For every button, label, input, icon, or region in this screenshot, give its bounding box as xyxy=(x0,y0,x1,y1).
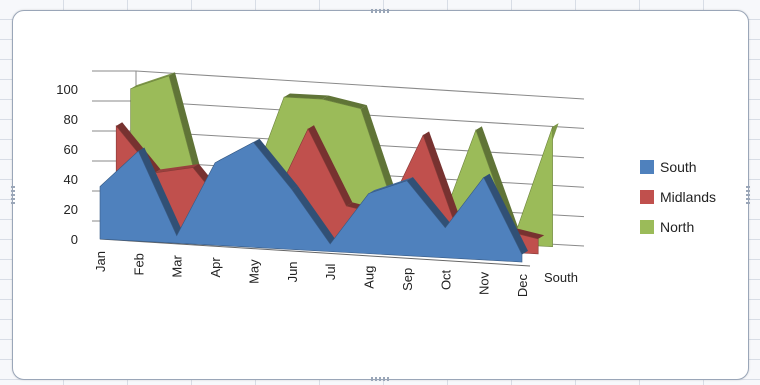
x-tick-label: Oct xyxy=(438,269,453,290)
x-tick-label: Jan xyxy=(93,251,108,272)
x-tick-label: Mar xyxy=(170,255,185,278)
resize-handle-top[interactable] xyxy=(371,9,389,13)
x-tick-label: Jul xyxy=(323,263,338,280)
y-tick-label: 40 xyxy=(64,172,78,187)
x-tick-label: Aug xyxy=(362,266,377,289)
area-edge-south xyxy=(483,173,528,255)
legend-label-south[interactable]: South xyxy=(660,159,697,175)
y-tick-label: 0 xyxy=(71,232,78,247)
x-axis-line xyxy=(99,238,531,267)
x-tick-label: Sep xyxy=(400,268,415,291)
resize-handle-right[interactable] xyxy=(746,186,750,204)
x-axis-ticks: Jan Feb Mar Apr May Jun Jul Aug Sep Oct Nov Dec xyxy=(93,251,530,297)
area-edge-north xyxy=(322,95,367,109)
legend-swatch-south[interactable] xyxy=(640,160,654,174)
x-tick-label: May xyxy=(246,259,261,284)
series-south xyxy=(99,138,528,263)
resize-handle-left[interactable] xyxy=(11,186,15,204)
area-edge-north xyxy=(130,72,175,89)
legend-swatch-north[interactable] xyxy=(640,220,654,234)
resize-handle-bottom[interactable] xyxy=(371,377,389,381)
area-edge-south xyxy=(138,147,183,236)
y-tick-label: 60 xyxy=(64,142,78,157)
area-edge-north xyxy=(475,126,521,238)
legend-label-north[interactable]: North xyxy=(660,219,694,235)
area-face-north xyxy=(130,75,553,248)
x-tick-label: Nov xyxy=(477,271,492,295)
area-edge-south xyxy=(406,177,452,228)
y-tick-label: 20 xyxy=(64,202,78,217)
legend-label-midlands[interactable]: Midlands xyxy=(660,189,716,205)
depth-axis-label: South xyxy=(544,270,578,285)
area-face-south xyxy=(99,141,523,263)
x-tick-label: Apr xyxy=(208,257,223,278)
area-edge-south xyxy=(291,185,337,245)
area-edge-south xyxy=(368,177,413,194)
plot-series xyxy=(99,72,559,263)
area-edge-midlands xyxy=(154,163,199,173)
x-tick-label: Feb xyxy=(131,253,146,275)
x-tick-label: Dec xyxy=(515,274,530,298)
legend[interactable]: South Midlands North xyxy=(640,159,716,235)
y-axis-ticks: 0 20 40 60 80 100 xyxy=(56,82,78,247)
y-tick-label: 80 xyxy=(64,112,78,127)
y-tick-label: 100 xyxy=(56,82,78,97)
gridline xyxy=(135,70,585,100)
area-edge-north xyxy=(284,93,329,100)
area-edge-midlands xyxy=(308,125,353,206)
area-edge-south xyxy=(253,138,298,190)
legend-swatch-midlands[interactable] xyxy=(640,190,654,204)
x-tick-label: Jun xyxy=(285,261,300,282)
